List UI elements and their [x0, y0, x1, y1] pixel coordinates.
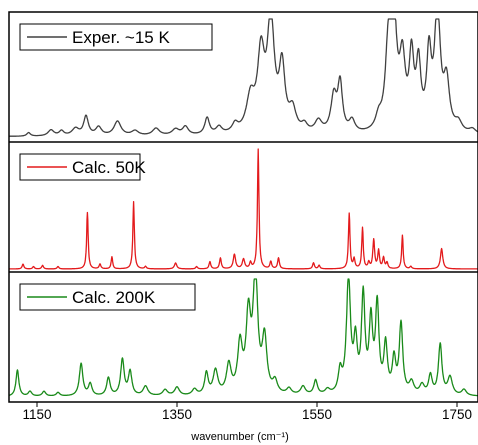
- x-axis-label: wavenumber (cm⁻¹): [190, 431, 289, 443]
- legend-box-calc-200k: [19, 283, 196, 311]
- x-axis: 1150 1350 1550 1750: [22, 402, 472, 422]
- plot-frame: [8, 11, 478, 403]
- x-tick-label: 1750: [442, 407, 472, 422]
- legend-label-exper-15-k: Exper. ~15 K: [72, 28, 170, 47]
- x-tick-label: 1150: [22, 407, 51, 422]
- legend-label-calc-200k: Calc. 200K: [72, 288, 156, 307]
- x-tick-label: 1550: [302, 407, 332, 422]
- series-line-exper-15-k: [8, 18, 478, 137]
- panel-calc-200k: Calc. 200K: [8, 278, 478, 397]
- legend-box-exper-15-k: [19, 23, 213, 51]
- panel-exper-15-k: Exper. ~15 K: [8, 18, 478, 137]
- series-line-calc-50k: [8, 148, 478, 270]
- panel-calc-50k: Calc. 50K: [8, 148, 478, 270]
- x-tick-label: 1350: [162, 407, 192, 422]
- series-line-calc-200k: [8, 278, 478, 397]
- legend-label-calc-50k: Calc. 50K: [72, 158, 146, 177]
